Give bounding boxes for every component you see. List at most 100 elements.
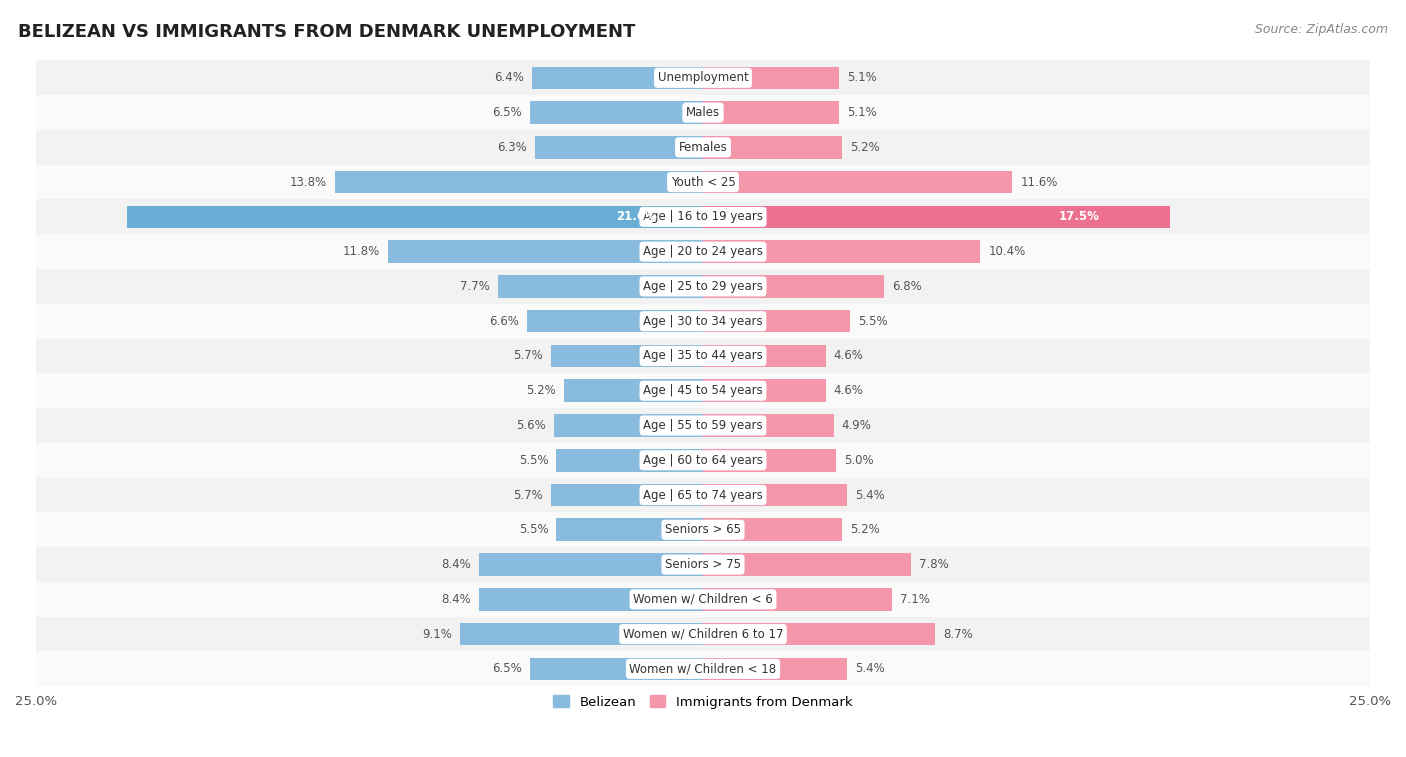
Bar xyxy=(703,379,825,402)
Text: 6.8%: 6.8% xyxy=(893,280,922,293)
Text: Females: Females xyxy=(679,141,727,154)
Text: 4.6%: 4.6% xyxy=(834,385,863,397)
Bar xyxy=(557,519,703,541)
Bar xyxy=(703,449,837,472)
Text: 4.9%: 4.9% xyxy=(842,419,872,432)
Bar xyxy=(498,275,703,298)
Text: Women w/ Children < 6: Women w/ Children < 6 xyxy=(633,593,773,606)
Text: 5.4%: 5.4% xyxy=(855,488,884,502)
Text: 5.2%: 5.2% xyxy=(526,385,557,397)
Text: 11.6%: 11.6% xyxy=(1021,176,1057,188)
Text: 5.5%: 5.5% xyxy=(519,523,548,536)
Bar xyxy=(37,478,1369,512)
Bar xyxy=(703,310,849,332)
Text: 9.1%: 9.1% xyxy=(422,628,453,640)
Bar xyxy=(37,200,1369,234)
Text: Unemployment: Unemployment xyxy=(658,71,748,84)
Bar xyxy=(460,623,703,646)
Bar xyxy=(703,519,842,541)
Text: 5.5%: 5.5% xyxy=(858,315,887,328)
Text: 5.5%: 5.5% xyxy=(519,453,548,467)
Bar xyxy=(530,101,703,124)
Bar xyxy=(703,136,842,159)
Bar xyxy=(37,130,1369,165)
Text: Youth < 25: Youth < 25 xyxy=(671,176,735,188)
Bar xyxy=(703,67,839,89)
Text: 5.4%: 5.4% xyxy=(855,662,884,675)
Bar xyxy=(37,652,1369,687)
Text: Women w/ Children 6 to 17: Women w/ Children 6 to 17 xyxy=(623,628,783,640)
Text: 7.1%: 7.1% xyxy=(900,593,931,606)
Bar xyxy=(37,95,1369,130)
Text: Women w/ Children < 18: Women w/ Children < 18 xyxy=(630,662,776,675)
Bar xyxy=(37,269,1369,304)
Bar xyxy=(703,414,834,437)
Bar xyxy=(703,344,825,367)
Text: 7.7%: 7.7% xyxy=(460,280,489,293)
Text: 21.6%: 21.6% xyxy=(617,210,658,223)
Text: 8.4%: 8.4% xyxy=(441,558,471,571)
Text: 6.5%: 6.5% xyxy=(492,106,522,119)
Bar xyxy=(527,310,703,332)
Bar xyxy=(479,588,703,611)
Bar xyxy=(551,344,703,367)
Bar xyxy=(479,553,703,576)
Text: 10.4%: 10.4% xyxy=(988,245,1026,258)
Text: 8.4%: 8.4% xyxy=(441,593,471,606)
Text: Seniors > 75: Seniors > 75 xyxy=(665,558,741,571)
Bar xyxy=(703,101,839,124)
Bar xyxy=(335,171,703,193)
Text: Age | 45 to 54 years: Age | 45 to 54 years xyxy=(643,385,763,397)
Text: 5.0%: 5.0% xyxy=(845,453,875,467)
Bar xyxy=(37,408,1369,443)
Bar xyxy=(703,623,935,646)
Bar xyxy=(564,379,703,402)
Bar xyxy=(554,414,703,437)
Bar xyxy=(703,171,1012,193)
Bar xyxy=(388,241,703,263)
Text: 5.6%: 5.6% xyxy=(516,419,546,432)
Text: 5.2%: 5.2% xyxy=(849,523,880,536)
Bar xyxy=(37,617,1369,652)
Text: 5.2%: 5.2% xyxy=(849,141,880,154)
Bar xyxy=(37,165,1369,200)
Text: 5.1%: 5.1% xyxy=(846,106,877,119)
Text: 5.7%: 5.7% xyxy=(513,350,543,363)
Text: 6.3%: 6.3% xyxy=(498,141,527,154)
Text: 13.8%: 13.8% xyxy=(290,176,326,188)
Text: 11.8%: 11.8% xyxy=(343,245,380,258)
Text: Age | 25 to 29 years: Age | 25 to 29 years xyxy=(643,280,763,293)
Bar xyxy=(703,484,846,506)
Bar xyxy=(703,206,1170,228)
Bar xyxy=(703,241,980,263)
Legend: Belizean, Immigrants from Denmark: Belizean, Immigrants from Denmark xyxy=(548,690,858,714)
Bar xyxy=(37,582,1369,617)
Text: 5.1%: 5.1% xyxy=(846,71,877,84)
Text: Age | 16 to 19 years: Age | 16 to 19 years xyxy=(643,210,763,223)
Bar xyxy=(127,206,703,228)
Bar xyxy=(557,449,703,472)
Text: 6.5%: 6.5% xyxy=(492,662,522,675)
Bar xyxy=(37,547,1369,582)
Bar xyxy=(551,484,703,506)
Text: 7.8%: 7.8% xyxy=(920,558,949,571)
Bar xyxy=(703,658,846,681)
Text: 6.6%: 6.6% xyxy=(489,315,519,328)
Text: BELIZEAN VS IMMIGRANTS FROM DENMARK UNEMPLOYMENT: BELIZEAN VS IMMIGRANTS FROM DENMARK UNEM… xyxy=(18,23,636,41)
Bar xyxy=(703,275,884,298)
Text: Age | 55 to 59 years: Age | 55 to 59 years xyxy=(643,419,763,432)
Bar xyxy=(37,234,1369,269)
Text: 8.7%: 8.7% xyxy=(943,628,973,640)
Bar xyxy=(37,338,1369,373)
Bar xyxy=(533,67,703,89)
Bar xyxy=(37,61,1369,95)
Text: Source: ZipAtlas.com: Source: ZipAtlas.com xyxy=(1254,23,1388,36)
Bar xyxy=(37,304,1369,338)
Text: Age | 30 to 34 years: Age | 30 to 34 years xyxy=(643,315,763,328)
Text: 5.7%: 5.7% xyxy=(513,488,543,502)
Text: 4.6%: 4.6% xyxy=(834,350,863,363)
Bar xyxy=(37,373,1369,408)
Text: Age | 65 to 74 years: Age | 65 to 74 years xyxy=(643,488,763,502)
Text: 6.4%: 6.4% xyxy=(495,71,524,84)
Text: Age | 60 to 64 years: Age | 60 to 64 years xyxy=(643,453,763,467)
